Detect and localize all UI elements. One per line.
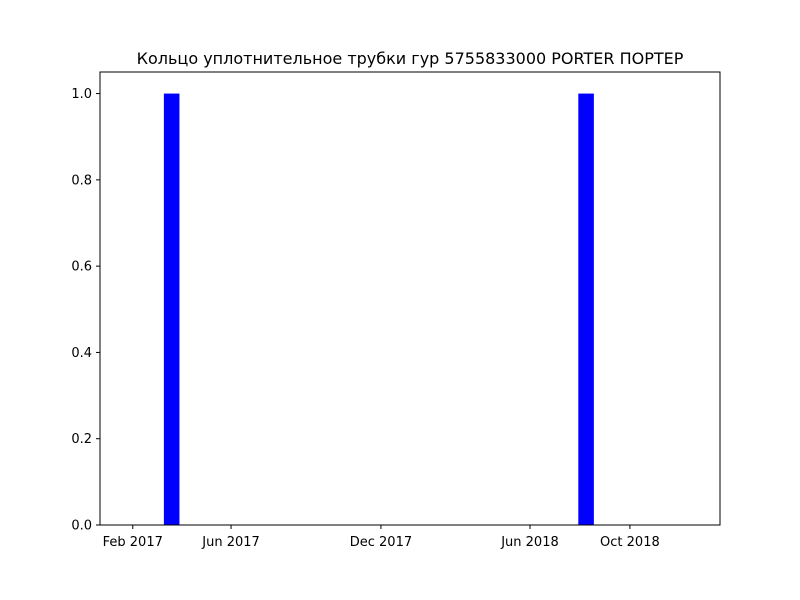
bar-0-0 <box>163 93 180 525</box>
x-tick-label-0: Feb 2017 <box>103 535 163 550</box>
bars-group <box>163 93 594 525</box>
bar-0-1 <box>578 93 594 525</box>
y-tick-label-4: 0.8 <box>71 173 92 188</box>
plot-frame <box>99 71 721 526</box>
y-tick-label-2: 0.4 <box>71 346 92 361</box>
x-axis: Feb 2017 Jun 2017 Dec 2017 Jun 2018 Oct 2018 <box>103 525 660 550</box>
x-tick-label-1: Jun 2017 <box>201 535 260 550</box>
y-tick-label-5: 1.0 <box>71 87 92 102</box>
x-tick-label-2: Dec 2017 <box>350 535 412 550</box>
y-tick-label-3: 0.6 <box>71 260 92 275</box>
x-tick-label-3: Jun 2018 <box>500 535 559 550</box>
y-axis: 0.0 0.2 0.4 0.6 0.8 1.0 <box>71 87 100 534</box>
y-tick-label-0: 0.0 <box>71 519 92 534</box>
y-tick-label-1: 0.2 <box>71 432 92 447</box>
x-tick-label-4: Oct 2018 <box>600 535 660 550</box>
chart-title: Кольцо уплотнительное трубки гур 5755833… <box>137 49 684 68</box>
